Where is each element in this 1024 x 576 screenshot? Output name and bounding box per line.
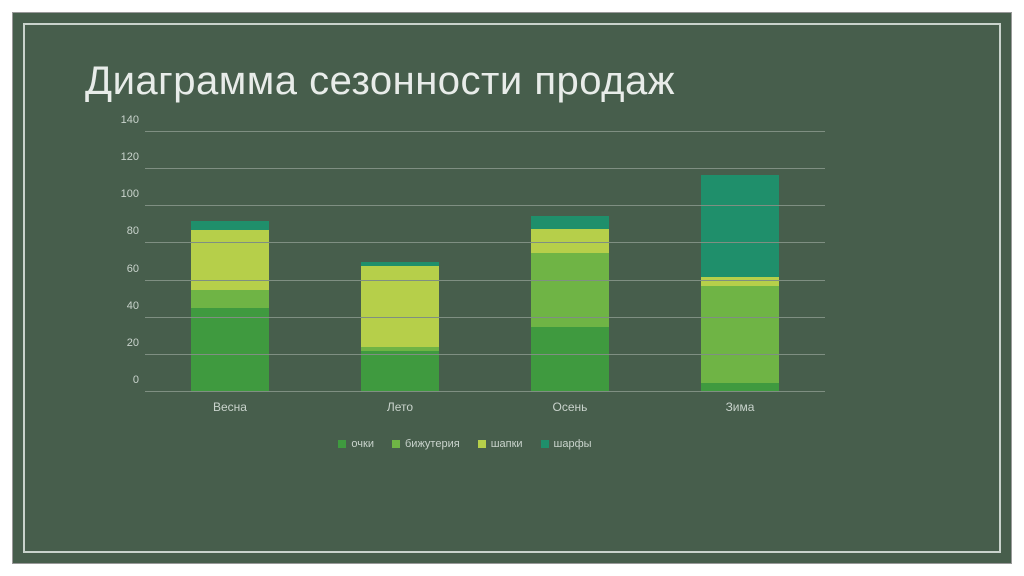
bar-segment-sharfy xyxy=(701,175,779,277)
gridline xyxy=(145,205,825,206)
bar-segment-ochki xyxy=(531,327,609,392)
bar-segment-shapki xyxy=(361,266,439,348)
legend-swatch xyxy=(392,440,400,448)
legend-swatch xyxy=(478,440,486,448)
gridline xyxy=(145,280,825,281)
slide-title: Диаграмма сезонности продаж xyxy=(85,59,939,104)
legend-label: очки xyxy=(351,438,374,450)
gridline xyxy=(145,168,825,169)
bar-segment-ochki xyxy=(361,351,439,392)
legend-swatch xyxy=(338,440,346,448)
x-label: Весна xyxy=(190,392,270,432)
legend-label: шапки xyxy=(491,438,523,450)
legend-label: бижутерия xyxy=(405,438,460,450)
bar-column xyxy=(191,221,269,392)
y-tick: 0 xyxy=(105,374,145,386)
x-label: Осень xyxy=(530,392,610,432)
y-tick: 40 xyxy=(105,300,145,312)
bar-column xyxy=(361,262,439,392)
legend-item-bizhuteria: бижутерия xyxy=(392,438,460,450)
y-tick: 120 xyxy=(105,151,145,163)
x-label: Зима xyxy=(700,392,780,432)
bar-segment-shapki xyxy=(191,230,269,289)
plot-area xyxy=(145,132,825,392)
gridline xyxy=(145,242,825,243)
legend-swatch xyxy=(541,440,549,448)
gridline xyxy=(145,131,825,132)
x-axis: Весна Лето Осень Зима xyxy=(145,392,825,432)
bar-segment-sharfy xyxy=(531,216,609,229)
bar-segment-shapki xyxy=(701,277,779,286)
slide: Диаграмма сезонности продаж 0 20 40 60 80 100… xyxy=(12,12,1012,564)
y-tick: 20 xyxy=(105,337,145,349)
seasonality-chart: 020406080100120140 ВеснаЛетоОсеньЗима xyxy=(105,132,825,432)
gridline xyxy=(145,354,825,355)
bar-segment-ochki xyxy=(191,308,269,392)
bar-segment-bizhuteria xyxy=(191,290,269,309)
bar-segment-bizhuteria xyxy=(701,286,779,383)
bar-segment-sharfy xyxy=(191,221,269,230)
gridline xyxy=(145,317,825,318)
legend-item-ochki: очки xyxy=(338,438,374,450)
legend-item-sharfy: шарфы xyxy=(541,438,592,450)
x-label: Лето xyxy=(360,392,440,432)
legend-item-shapki: шапки xyxy=(478,438,523,450)
bar-segment-shapki xyxy=(531,229,609,253)
y-axis: 020406080100120140 xyxy=(105,132,145,392)
y-tick: 60 xyxy=(105,263,145,275)
y-tick: 100 xyxy=(105,188,145,200)
y-tick: 80 xyxy=(105,225,145,237)
bar-column xyxy=(701,175,779,392)
legend: очки бижутерия шапки шарфы xyxy=(105,438,825,450)
content-area: Диаграмма сезонности продаж 0 20 40 60 80 100… xyxy=(25,25,999,551)
legend-label: шарфы xyxy=(554,438,592,450)
y-tick: 140 xyxy=(105,114,145,126)
